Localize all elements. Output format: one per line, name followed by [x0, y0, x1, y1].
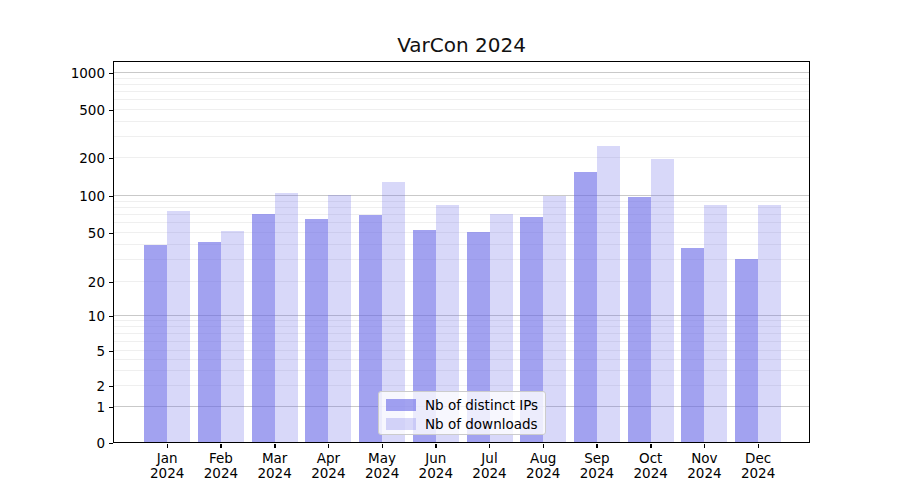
y-tick-mark-1000 — [109, 73, 113, 74]
gridline-300 — [113, 136, 810, 137]
y-tick-label-10: 10 — [25, 309, 105, 323]
bar-distinct-ips-mar — [252, 214, 275, 443]
legend: Nb of distinct IPs Nb of downloads — [378, 391, 546, 435]
figure: VarCon 2024 Nb of distinct IPs Nb of dow… — [0, 0, 900, 500]
legend-label-distinct-ips: Nb of distinct IPs — [425, 398, 538, 412]
gridline-90 — [113, 201, 810, 202]
bar-downloads-aug — [543, 196, 566, 443]
chart-title: VarCon 2024 — [113, 33, 810, 57]
y-tick-mark-500 — [109, 110, 113, 111]
y-tick-label-20: 20 — [25, 275, 105, 289]
y-tick-label-1: 1 — [25, 400, 105, 414]
plot-area: Nb of distinct IPs Nb of downloads — [113, 61, 810, 443]
y-tick-mark-1 — [109, 407, 113, 408]
x-tick-label-dec: Dec 2024 — [726, 451, 790, 481]
bar-downloads-feb — [221, 231, 244, 443]
y-tick-mark-50 — [109, 233, 113, 234]
gridline-100 — [113, 195, 810, 196]
x-tick-mark-may — [382, 444, 383, 448]
x-tick-mark-aug — [543, 444, 544, 448]
gridline-500 — [113, 109, 810, 110]
x-tick-mark-jun — [435, 444, 436, 448]
bar-distinct-ips-jan — [144, 245, 167, 443]
y-tick-label-200: 200 — [25, 151, 105, 165]
bar-downloads-jan — [167, 211, 190, 443]
y-tick-label-100: 100 — [25, 189, 105, 203]
y-tick-mark-10 — [109, 316, 113, 317]
bar-downloads-oct — [651, 159, 674, 443]
y-tick-label-1000: 1000 — [25, 66, 105, 80]
legend-item-distinct-ips: Nb of distinct IPs — [386, 396, 545, 414]
y-tick-label-2: 2 — [25, 379, 105, 393]
bar-downloads-sep — [597, 146, 620, 443]
gridline-200 — [113, 157, 810, 158]
y-tick-mark-100 — [109, 196, 113, 197]
y-tick-mark-0 — [109, 443, 113, 444]
bar-distinct-ips-feb — [198, 242, 221, 443]
legend-swatch-distinct-ips — [386, 399, 416, 411]
gridline-800 — [113, 84, 810, 85]
x-tick-mark-jan — [167, 444, 168, 448]
legend-label-downloads: Nb of downloads — [425, 417, 538, 431]
gridline-600 — [113, 99, 810, 100]
bar-distinct-ips-apr — [305, 219, 328, 443]
y-tick-label-0: 0 — [25, 436, 105, 450]
y-tick-label-5: 5 — [25, 344, 105, 358]
gridline-400 — [113, 121, 810, 122]
x-tick-mark-mar — [274, 444, 275, 448]
bar-downloads-mar — [275, 193, 298, 443]
gridline-900 — [113, 78, 810, 79]
bar-distinct-ips-oct — [628, 197, 651, 443]
x-tick-mark-oct — [650, 444, 651, 448]
gridline-1000 — [113, 72, 810, 73]
y-tick-mark-20 — [109, 282, 113, 283]
gridline-700 — [113, 91, 810, 92]
legend-item-downloads: Nb of downloads — [386, 415, 545, 433]
bar-downloads-dec — [758, 205, 781, 443]
x-tick-mark-nov — [704, 444, 705, 448]
y-tick-mark-200 — [109, 158, 113, 159]
legend-swatch-downloads — [386, 418, 416, 430]
x-tick-mark-apr — [328, 444, 329, 448]
x-tick-mark-jul — [489, 444, 490, 448]
x-tick-mark-dec — [758, 444, 759, 448]
x-tick-mark-sep — [596, 444, 597, 448]
y-tick-mark-5 — [109, 351, 113, 352]
bar-downloads-apr — [328, 195, 351, 443]
bar-downloads-nov — [704, 205, 727, 443]
y-tick-mark-2 — [109, 386, 113, 387]
bar-distinct-ips-sep — [574, 172, 597, 443]
bar-distinct-ips-nov — [681, 248, 704, 443]
y-tick-label-500: 500 — [25, 103, 105, 117]
y-tick-label-50: 50 — [25, 226, 105, 240]
x-tick-mark-feb — [220, 444, 221, 448]
bar-distinct-ips-dec — [735, 259, 758, 443]
